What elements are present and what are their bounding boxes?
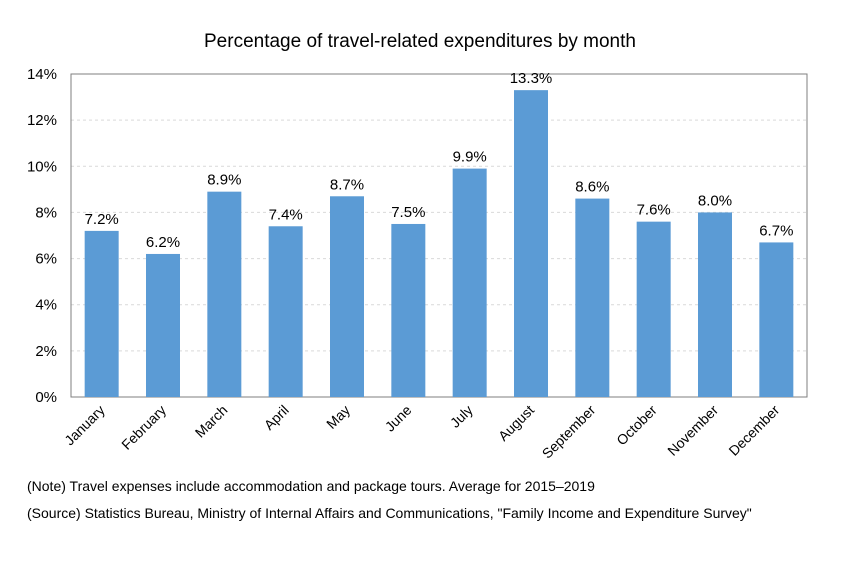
x-category-label: September — [539, 402, 599, 462]
x-category-label: January — [61, 402, 108, 449]
y-tick-label: 12% — [27, 112, 57, 129]
bar — [698, 212, 732, 397]
bar-data-label: 8.7% — [330, 176, 364, 193]
bar-data-label: 7.6% — [637, 202, 671, 219]
x-category-label: October — [613, 402, 660, 449]
bars — [84, 90, 794, 398]
y-tick-label: 2% — [35, 343, 57, 360]
bar-data-label: 9.9% — [453, 149, 487, 166]
y-tick-label: 10% — [27, 158, 57, 175]
bar — [207, 191, 242, 397]
gridlines — [71, 119, 807, 352]
bar — [330, 196, 364, 397]
x-category-label: November — [664, 402, 721, 459]
bar-data-label: 7.4% — [269, 206, 303, 223]
x-category-label: December — [725, 402, 782, 459]
bar — [146, 253, 180, 397]
bar — [84, 230, 119, 397]
bar-data-label: 7.2% — [85, 211, 119, 228]
x-category-label: July — [447, 402, 476, 431]
x-axis-categories: January February March April May June July Augu… — [61, 402, 782, 462]
chart-title: Percentage of travel-related expenditure… — [204, 31, 636, 52]
chart-note: (Note) Travel expenses include accommoda… — [27, 478, 595, 494]
y-tick-label: 4% — [35, 297, 57, 314]
bar — [452, 168, 487, 397]
bar — [514, 90, 548, 398]
bar-data-label: 8.9% — [207, 172, 241, 189]
y-tick-label: 14% — [27, 66, 57, 83]
bar — [391, 223, 426, 397]
chart-source: (Source) Statistics Bureau, Ministry of … — [27, 505, 752, 521]
bar-data-label: 8.6% — [575, 179, 609, 196]
bar-data-label: 6.7% — [759, 222, 793, 239]
x-category-label: March — [192, 402, 231, 441]
y-tick-label: 6% — [35, 251, 57, 268]
bar-data-label: 8.0% — [698, 192, 732, 209]
bar-data-label: 13.3% — [510, 70, 553, 87]
bar — [575, 198, 610, 397]
bar-data-label: 6.2% — [146, 234, 180, 251]
y-axis-ticks: 0% 2% 4% 6% 8% 10% 12% 14% — [27, 66, 57, 406]
bar — [268, 226, 303, 397]
plot-area-border — [70, 73, 808, 398]
bar — [636, 221, 671, 397]
x-category-label: June — [382, 402, 415, 435]
bar-data-label: 7.5% — [391, 204, 425, 221]
x-category-label: April — [261, 402, 292, 433]
y-tick-label: 8% — [35, 204, 57, 221]
y-tick-label: 0% — [35, 389, 57, 406]
x-category-label: May — [323, 402, 353, 432]
bar — [759, 242, 794, 397]
data-labels: 7.2% 6.2% 8.9% 7.4% 8.7% 7.5% 9.9% 13.3% 8.6% 7.6… — [85, 70, 794, 251]
x-category-label: February — [118, 402, 169, 453]
x-category-label: August — [495, 402, 537, 444]
